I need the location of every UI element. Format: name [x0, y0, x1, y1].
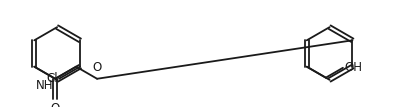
Text: O: O	[92, 61, 102, 74]
Text: Cl: Cl	[46, 72, 58, 85]
Text: OH: OH	[344, 61, 362, 74]
Text: NH: NH	[36, 79, 54, 92]
Text: O: O	[51, 102, 60, 107]
